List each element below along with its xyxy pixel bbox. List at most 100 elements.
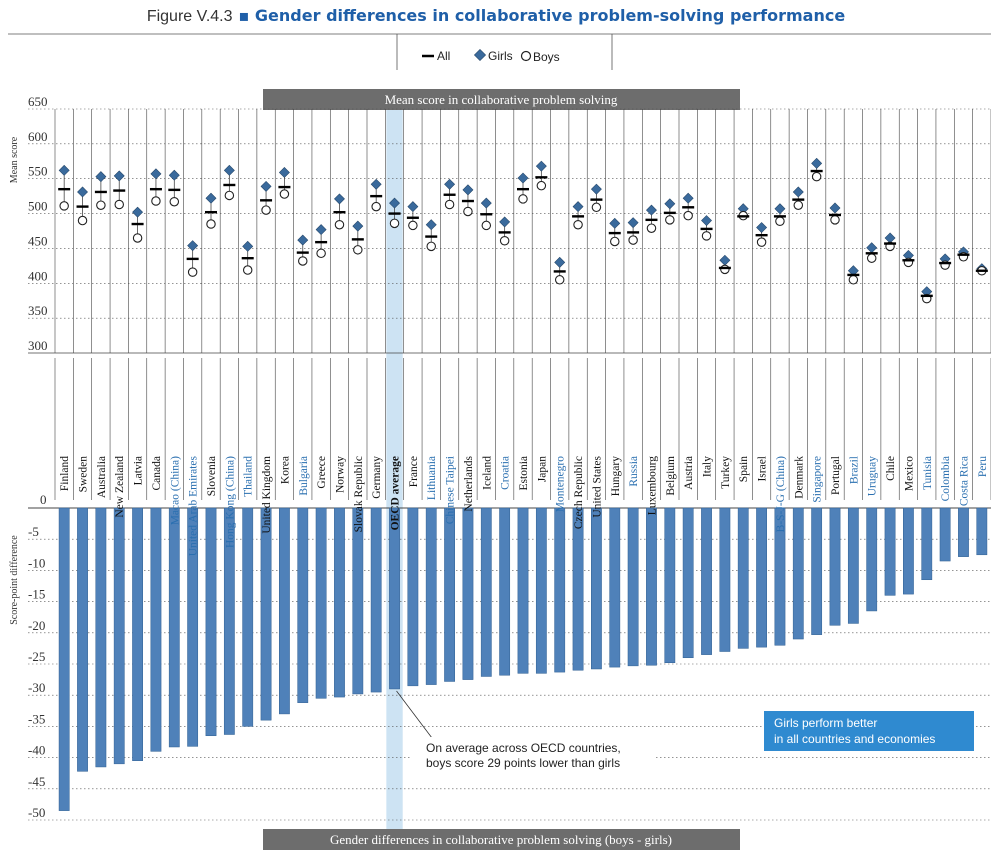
girls-marker [499, 216, 511, 228]
difference-bar [150, 507, 162, 752]
boys-marker [720, 264, 730, 275]
boys-marker [573, 219, 583, 230]
girls-marker [627, 217, 639, 229]
boys-marker [298, 256, 308, 266]
boys-marker [187, 267, 198, 277]
boys-marker [554, 275, 565, 285]
callout-background [764, 711, 974, 751]
girls-marker [260, 180, 272, 192]
top-y-tick: 600 [28, 129, 48, 144]
girls-marker [278, 166, 290, 178]
boys-marker [793, 200, 804, 210]
girls-marker [792, 186, 804, 198]
boys-marker [279, 189, 290, 199]
category-label: Japan [536, 456, 548, 482]
boys-marker [481, 220, 492, 231]
note-background [412, 737, 656, 773]
boys-marker [96, 200, 106, 210]
difference-bar [517, 507, 529, 674]
boys-marker [683, 210, 693, 221]
category-label: Finland [59, 456, 71, 491]
girls-marker [664, 198, 676, 210]
difference-bar [242, 507, 254, 727]
y-tick-labels: 300 350 400 450 500 550 600 650 0 -5 -10 -15 -20 -25 -… [28, 94, 48, 820]
figure-number: Figure V.4.3 [147, 8, 233, 25]
girls-marker [187, 240, 199, 252]
girls-marker [223, 164, 235, 176]
girls-marker [462, 184, 474, 196]
difference-bar [682, 507, 694, 659]
difference-bar [958, 507, 969, 557]
top-y-tick: 550 [28, 164, 48, 179]
category-label: Belgium [665, 456, 677, 496]
boys-marker [518, 194, 528, 204]
boys-marker [665, 215, 675, 225]
boys-marker [353, 245, 363, 255]
girls-marker [590, 183, 602, 195]
difference-bar [425, 507, 437, 685]
boys-marker [371, 201, 381, 212]
difference-bar [609, 507, 621, 668]
bottom-y-tick: -5 [28, 524, 39, 539]
category-label: Colombia [940, 456, 952, 501]
boys-marker [169, 196, 180, 207]
difference-bar [884, 507, 896, 596]
boys-marker [206, 219, 216, 229]
category-label: Spain [738, 456, 750, 482]
girls-marker [719, 254, 731, 266]
category-label: Chile [885, 456, 897, 481]
category-label: B-S-J-G (China) [775, 456, 787, 533]
top-y-tick: 400 [28, 268, 48, 283]
difference-bar [205, 507, 217, 737]
difference-bar [535, 507, 547, 674]
boys-marker [242, 265, 253, 275]
girls-marker [205, 192, 217, 204]
girls-marker [113, 170, 125, 182]
girls-marker [389, 197, 400, 209]
difference-bar [903, 507, 914, 595]
category-labels: Finland Sweden Australia New Zealand Latvia C… [59, 455, 989, 556]
category-label: Macao (China) [169, 456, 181, 525]
bottom-panel-label: Gender differences in collaborative prob… [330, 832, 672, 847]
category-label: Hungary [610, 456, 622, 496]
top-panel-label: Mean score in collaborative problem solv… [385, 92, 618, 107]
category-label: Tunisia [922, 456, 934, 490]
boys-marker [316, 248, 326, 259]
category-label: Iceland [481, 456, 493, 490]
difference-bar [737, 507, 749, 649]
difference-bar [646, 507, 657, 666]
girls-marker [756, 222, 768, 233]
boys-marker [444, 199, 455, 210]
difference-bar [921, 507, 933, 581]
note-line-1: On average across OECD countries, [426, 741, 621, 755]
category-label: Italy [702, 456, 714, 477]
category-label: United Kingdom [261, 456, 273, 534]
note-leader-line [396, 690, 433, 739]
boys-marker [132, 233, 143, 243]
category-label: Slovak Republic [353, 456, 365, 532]
girls-marker [572, 201, 584, 213]
difference-bar [95, 507, 107, 768]
category-label: Singapore [812, 456, 824, 503]
category-label: Czech Republic [573, 456, 585, 529]
girls-marker [682, 192, 694, 204]
bottom-y-axis-title: Score-point difference [9, 535, 20, 625]
boys-marker [830, 215, 840, 225]
boys-marker [499, 236, 510, 246]
category-label: OECD average [390, 456, 402, 530]
top-y-tick: 650 [28, 94, 48, 109]
category-label: Mexico [903, 456, 915, 491]
difference-bar [572, 507, 584, 671]
girls-marker [829, 202, 841, 214]
difference-bar [58, 507, 70, 811]
legend-boys-marker [520, 50, 532, 62]
callout-line-2: in all countries and economies [774, 732, 935, 746]
difference-bar [187, 507, 199, 747]
boys-marker [114, 199, 124, 210]
boys-marker [628, 235, 638, 245]
legend-girls-marker [473, 48, 487, 62]
category-label: Germany [371, 456, 383, 499]
girls-marker [132, 206, 144, 218]
girls-marker [315, 224, 327, 236]
category-label: Turkey [720, 456, 732, 489]
